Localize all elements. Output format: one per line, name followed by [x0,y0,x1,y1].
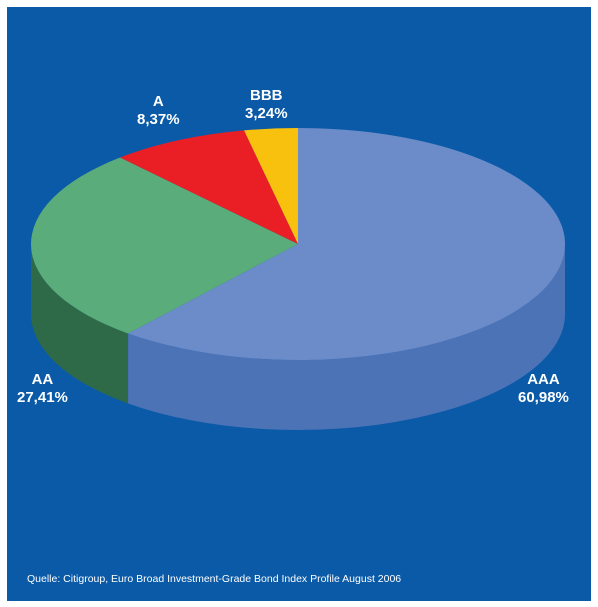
label-bbb-name: BBB [250,87,283,104]
label-aa-value: 27,41% [17,389,68,406]
label-bbb-value: 3,24% [245,105,288,122]
label-aa-name: AA [31,371,54,388]
label-aaa: AAA 60,98% [518,371,569,407]
slice-aaa [128,128,566,360]
label-a-name: A [152,93,164,110]
label-aa: AA 27,41% [17,371,68,407]
label-bbb: BBB 3,24% [245,87,288,123]
source-note: Quelle: Citigroup, Euro Broad Investment… [27,573,402,585]
slice-aa [31,157,299,334]
side-aa [31,244,129,404]
slice-a [120,130,298,244]
pie-chart [31,128,566,430]
label-aaa-name: AAA [527,371,560,388]
label-a: A 8,37% [137,93,180,129]
chart-panel: BBB 3,24% A 8,37% AA 27,41% AAA 60,98% Q… [7,7,591,601]
label-a-value: 8,37% [137,111,180,128]
side-aaa [128,244,565,430]
slice-bbb [244,128,298,244]
label-aaa-value: 60,98% [518,389,569,406]
